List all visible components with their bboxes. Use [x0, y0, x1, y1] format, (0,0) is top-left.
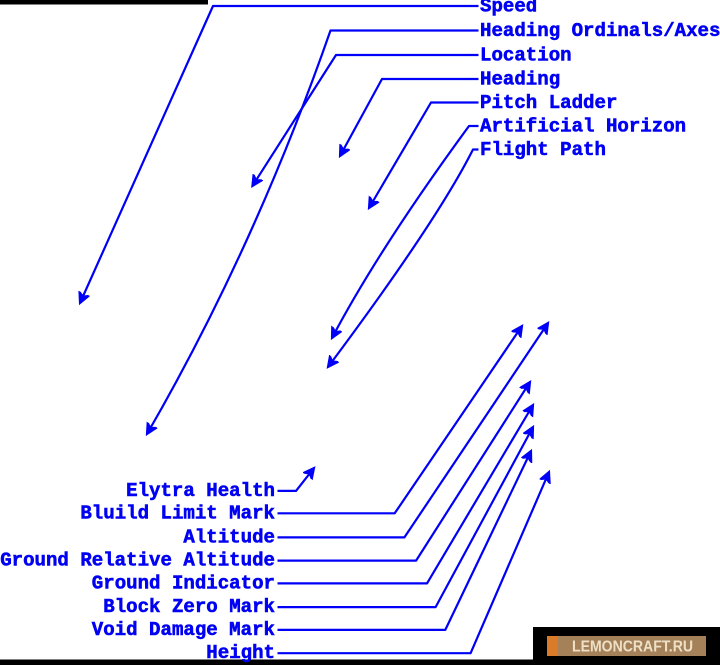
svg-text:Speed: Speed [480, 0, 537, 18]
svg-text:Void Damage Mark: Void Damage Mark [92, 619, 275, 641]
svg-text:Elytra Health: Elytra Health [126, 480, 275, 502]
svg-text:Heading Ordinals/Axes: Heading Ordinals/Axes [480, 20, 720, 42]
svg-text:Ground Relative Altitude: Ground Relative Altitude [0, 550, 275, 572]
svg-text:Altitude: Altitude [183, 526, 275, 548]
svg-text:LEMONCRAFT.RU: LEMONCRAFT.RU [572, 639, 693, 656]
svg-text:Heading: Heading [480, 69, 560, 91]
svg-text:Location: Location [480, 45, 572, 67]
svg-text:Block Zero Mark: Block Zero Mark [103, 596, 275, 618]
svg-text:Flight Path: Flight Path [480, 139, 606, 161]
svg-text:Ground Indicator: Ground Indicator [92, 572, 275, 594]
svg-text:Bluild Limit Mark: Bluild Limit Mark [80, 502, 275, 524]
svg-text:Artificial Horizon: Artificial Horizon [480, 116, 686, 138]
svg-text:Height: Height [206, 642, 275, 664]
svg-text:Pitch Ladder: Pitch Ladder [480, 92, 617, 114]
